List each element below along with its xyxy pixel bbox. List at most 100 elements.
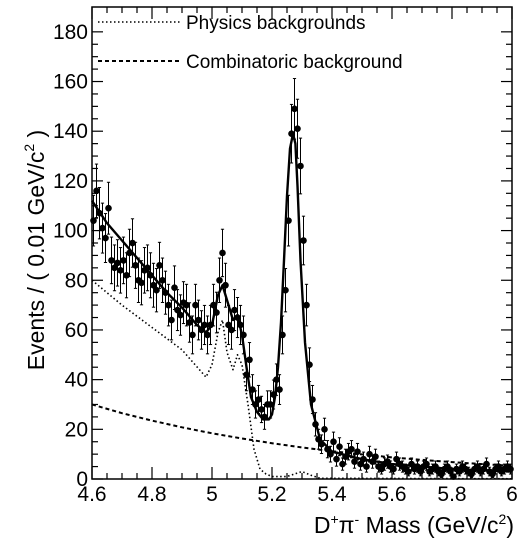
data-marker bbox=[384, 458, 391, 465]
data-marker bbox=[189, 331, 196, 339]
data-point bbox=[174, 289, 181, 332]
data-point bbox=[114, 239, 121, 287]
data-point bbox=[297, 137, 304, 195]
data-marker bbox=[114, 259, 121, 267]
data-marker bbox=[408, 460, 415, 468]
y-axis-title-text: Events / ( 0.01 GeV/c bbox=[23, 152, 49, 371]
data-point bbox=[372, 448, 379, 465]
data-point bbox=[282, 268, 289, 313]
data-point bbox=[483, 457, 490, 471]
data-marker bbox=[294, 125, 301, 133]
data-marker bbox=[96, 209, 103, 217]
data-marker bbox=[123, 271, 130, 279]
data-point bbox=[99, 202, 106, 254]
x-tick-label: 5.8 bbox=[437, 483, 466, 506]
data-point bbox=[321, 417, 328, 441]
data-marker bbox=[183, 301, 190, 309]
data-marker bbox=[186, 319, 193, 326]
data-point bbox=[207, 304, 214, 346]
data-point bbox=[285, 194, 292, 247]
data-marker bbox=[138, 279, 145, 287]
data-point bbox=[306, 347, 313, 383]
data-marker bbox=[243, 371, 250, 378]
data-marker bbox=[222, 281, 229, 289]
data-point bbox=[393, 451, 400, 467]
data-marker bbox=[390, 465, 397, 473]
data-marker bbox=[213, 309, 220, 316]
data-marker bbox=[174, 306, 181, 314]
plot-frame bbox=[91, 6, 513, 480]
data-marker bbox=[297, 162, 304, 170]
data-marker bbox=[393, 455, 400, 463]
data-point bbox=[246, 342, 253, 378]
x-tick-label: 4.8 bbox=[137, 483, 166, 506]
data-marker bbox=[117, 267, 124, 274]
data-marker bbox=[225, 321, 232, 329]
data-marker bbox=[210, 301, 217, 309]
data-point bbox=[225, 304, 232, 346]
y-tick-label: 120 bbox=[53, 170, 88, 193]
data-point bbox=[150, 262, 157, 308]
data-point bbox=[162, 270, 169, 315]
data-point bbox=[279, 315, 286, 355]
data-marker bbox=[192, 301, 199, 309]
data-marker bbox=[228, 326, 235, 334]
data-marker bbox=[378, 465, 385, 473]
data-point bbox=[168, 299, 175, 341]
y-tick-label: 80 bbox=[65, 269, 88, 292]
data-point bbox=[219, 228, 226, 278]
x-axis-title-sup2: - bbox=[355, 511, 360, 527]
data-point bbox=[228, 310, 235, 350]
data-marker bbox=[438, 470, 445, 478]
data-point bbox=[333, 451, 340, 467]
data-marker bbox=[165, 301, 172, 309]
data-marker bbox=[216, 276, 223, 284]
data-marker bbox=[234, 314, 241, 321]
data-marker bbox=[111, 264, 118, 272]
data-marker bbox=[363, 463, 370, 470]
data-marker bbox=[432, 463, 439, 470]
data-point bbox=[144, 244, 151, 292]
data-marker bbox=[489, 470, 496, 478]
x-axis-title-pre: D bbox=[314, 512, 331, 538]
data-marker bbox=[276, 386, 283, 393]
data-marker bbox=[129, 239, 136, 247]
data-point bbox=[240, 315, 247, 355]
plot-area bbox=[90, 78, 514, 480]
data-marker bbox=[315, 435, 322, 443]
data-marker bbox=[207, 321, 214, 329]
data-point bbox=[309, 384, 316, 415]
data-marker bbox=[468, 470, 475, 478]
data-point bbox=[501, 463, 508, 475]
data-point bbox=[102, 213, 109, 263]
data-point bbox=[153, 268, 160, 313]
data-marker bbox=[333, 455, 340, 463]
data-marker bbox=[309, 396, 316, 403]
data-marker bbox=[270, 391, 277, 398]
data-marker bbox=[291, 105, 298, 113]
data-marker bbox=[372, 453, 379, 460]
data-point bbox=[183, 283, 190, 327]
data-marker bbox=[102, 234, 109, 242]
data-point bbox=[249, 374, 256, 405]
data-marker bbox=[252, 401, 259, 408]
x-tick-label: 5.4 bbox=[317, 483, 347, 506]
data-point bbox=[159, 257, 166, 303]
data-point bbox=[210, 283, 217, 327]
data-point bbox=[243, 358, 250, 392]
data-marker bbox=[177, 311, 184, 319]
data-marker bbox=[99, 224, 106, 232]
data-marker bbox=[240, 331, 247, 339]
x-tick-label: 5.2 bbox=[257, 483, 286, 506]
data-marker bbox=[147, 271, 154, 279]
y-axis-title-end: ) bbox=[23, 130, 49, 144]
data-point bbox=[468, 470, 475, 479]
data-point bbox=[363, 460, 370, 473]
data-point bbox=[300, 215, 307, 266]
data-marker bbox=[306, 361, 313, 369]
data-marker bbox=[324, 445, 331, 453]
data-marker bbox=[300, 237, 307, 244]
data-point bbox=[336, 437, 343, 457]
data-marker bbox=[201, 321, 208, 329]
data-point bbox=[312, 412, 319, 437]
